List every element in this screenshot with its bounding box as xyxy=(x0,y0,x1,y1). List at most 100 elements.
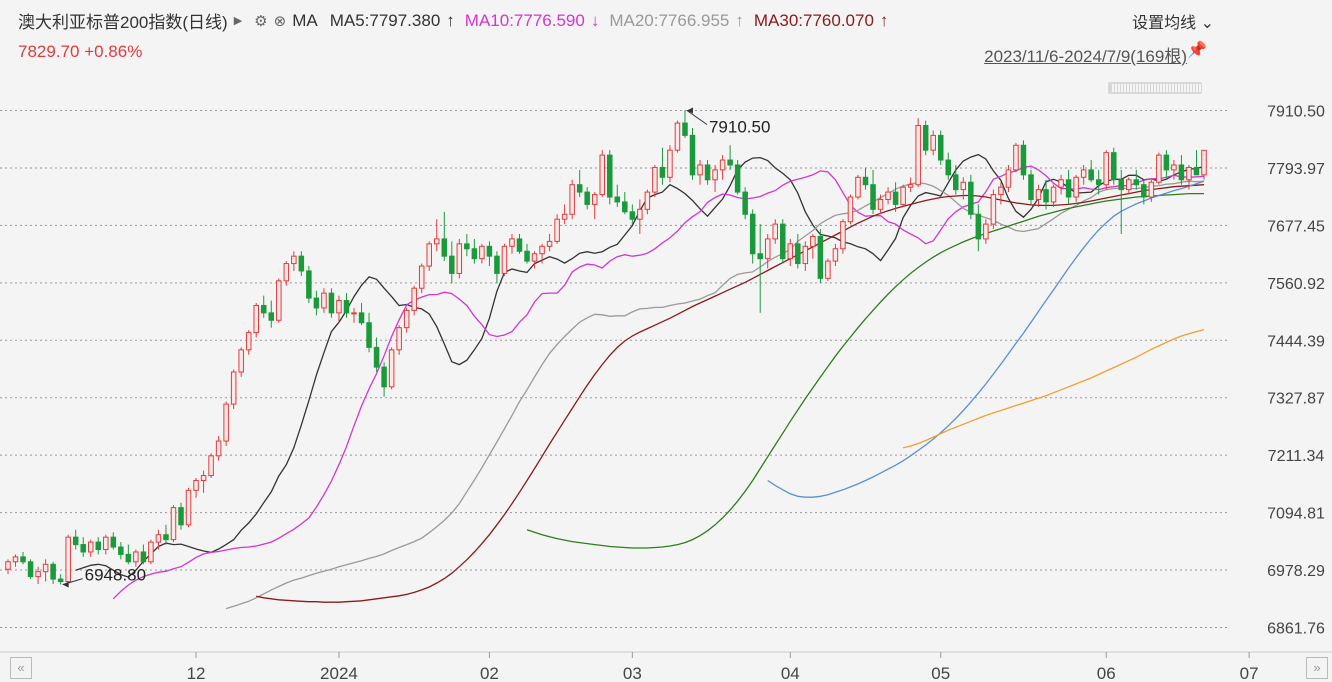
candle-body xyxy=(433,238,440,245)
candle-body xyxy=(622,201,628,213)
candle-body xyxy=(381,366,387,388)
zoom-scrollbar[interactable] xyxy=(1108,82,1202,94)
x-tick-label: 05 xyxy=(931,664,950,682)
candle-body xyxy=(1171,164,1177,171)
candle-body xyxy=(260,304,267,314)
x-tick-label: 03 xyxy=(623,664,642,682)
ma20-value: MA20:7766.955 xyxy=(609,10,730,30)
ma-settings-label: 设置均线 xyxy=(1132,15,1197,32)
close-icon[interactable]: ⊗ xyxy=(273,12,287,30)
candle-body xyxy=(50,563,56,580)
annotation-label: 7910.50 xyxy=(709,118,770,137)
candle-body xyxy=(193,479,199,491)
candle-body xyxy=(268,312,275,321)
ma20-arrow-icon: ↑ xyxy=(735,10,744,30)
ma60-line xyxy=(526,192,1204,549)
candle-body xyxy=(764,238,771,260)
x-tick-label: 06 xyxy=(1097,664,1116,682)
candle-body xyxy=(95,541,102,550)
ma-label: MA xyxy=(292,10,318,30)
y-tick-label: 6978.29 xyxy=(1267,563,1325,580)
candle-body xyxy=(1035,189,1042,200)
y-tick-label: 7444.39 xyxy=(1267,333,1325,350)
candle-body xyxy=(140,551,147,563)
candle-body xyxy=(734,164,741,193)
candle-body xyxy=(5,561,11,570)
candle-body xyxy=(862,176,869,186)
ma120-line xyxy=(767,180,1205,498)
candle-body xyxy=(832,248,839,262)
candle-body xyxy=(1178,164,1185,181)
candle-body xyxy=(80,544,86,553)
candle-body xyxy=(569,184,575,215)
candle-body xyxy=(1201,149,1207,176)
candle-body xyxy=(892,191,899,205)
candle-body xyxy=(915,125,921,186)
date-range[interactable]: 2023/11/6-2024/7/9(169根) xyxy=(984,47,1187,66)
annotation-label: 6948.80 xyxy=(85,566,146,585)
candle-body xyxy=(313,297,320,309)
candle-body xyxy=(501,245,508,274)
candle-body xyxy=(57,578,64,583)
candle-body xyxy=(1050,186,1057,203)
ma-settings-button[interactable]: 设置均线 ⌄ xyxy=(1132,9,1214,33)
candle-body xyxy=(599,154,605,196)
candle-body xyxy=(847,196,854,223)
y-tick-label: 7793.97 xyxy=(1267,161,1325,178)
candle-body xyxy=(516,238,523,252)
last-price: 7829.70 xyxy=(18,42,80,61)
candle-body xyxy=(900,186,906,205)
candle-body xyxy=(1186,166,1192,181)
candle-body xyxy=(877,198,884,210)
expand-triangle-icon[interactable]: ▶ xyxy=(233,15,243,27)
candle-body xyxy=(1020,144,1027,176)
gear-icon[interactable]: ⚙ xyxy=(254,12,268,30)
candle-body xyxy=(780,223,786,260)
candle-body xyxy=(1148,181,1155,198)
candle-body xyxy=(20,556,26,563)
scroll-right-button[interactable]: » xyxy=(1306,657,1328,679)
candle-body xyxy=(825,260,831,279)
candle-body xyxy=(742,191,748,215)
candle-body xyxy=(795,243,801,265)
candle-body xyxy=(366,322,372,348)
change-percent: +0.86% xyxy=(84,42,143,61)
x-tick-label: 12 xyxy=(187,664,206,682)
ma10-value: MA10:7776.590 xyxy=(464,10,585,30)
candle-body xyxy=(1028,174,1034,200)
scroll-left-button[interactable]: « xyxy=(10,657,32,679)
candle-body xyxy=(12,556,19,563)
candle-body xyxy=(855,176,861,198)
candle-body xyxy=(787,243,794,260)
candle-body xyxy=(960,181,967,191)
candle-body xyxy=(727,159,733,166)
candle-body xyxy=(772,223,779,240)
candle-body xyxy=(486,245,493,257)
candle-body xyxy=(351,312,357,315)
candle-body xyxy=(719,159,726,171)
candle-body xyxy=(494,255,500,274)
candle-body xyxy=(922,125,929,151)
candle-body xyxy=(1073,176,1079,198)
candle-body xyxy=(539,245,545,255)
candle-body xyxy=(1156,154,1162,183)
y-tick-label: 7910.50 xyxy=(1267,104,1325,121)
candle-body xyxy=(1013,144,1019,171)
candle-body xyxy=(471,248,478,260)
pin-icon[interactable]: 📌 xyxy=(1187,42,1207,59)
candle-body xyxy=(223,403,229,442)
candle-body xyxy=(1103,152,1109,186)
candle-body xyxy=(456,243,463,274)
candle-body xyxy=(336,300,342,314)
double-chevron-right-icon: » xyxy=(1313,660,1321,675)
candle-body xyxy=(749,213,756,255)
candle-body xyxy=(704,164,711,181)
candle-body xyxy=(953,174,959,191)
y-tick-label: 7677.45 xyxy=(1267,218,1325,235)
ma10-line xyxy=(112,165,1205,600)
candle-body xyxy=(524,250,530,262)
candle-body xyxy=(757,253,763,260)
candle-body xyxy=(885,191,891,200)
candle-body xyxy=(930,134,936,151)
